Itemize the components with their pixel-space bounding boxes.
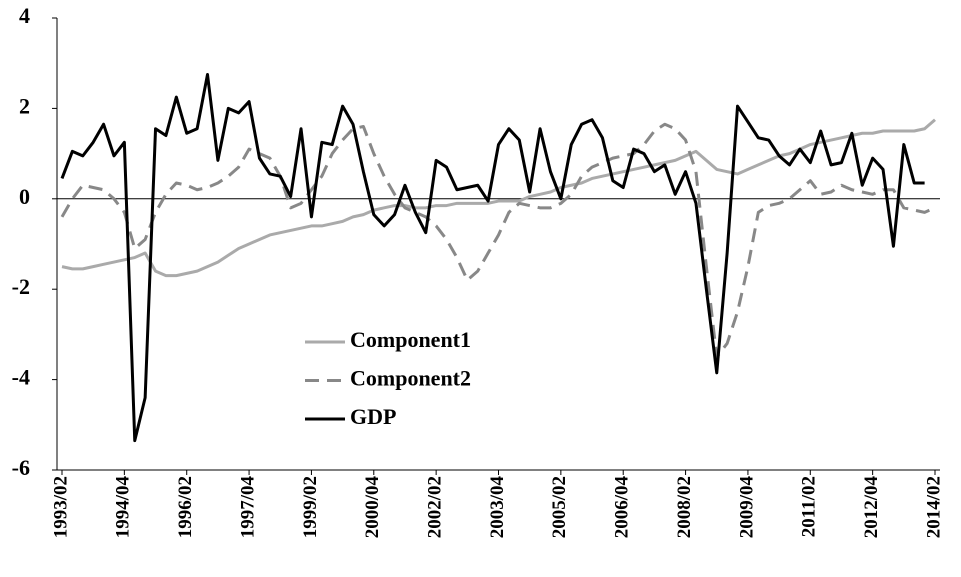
x-tick-label: 2014/02 (923, 476, 944, 538)
y-tick-label: -6 (12, 455, 30, 480)
x-tick-label: 1999/02 (300, 476, 321, 538)
x-tick-label: 1993/02 (50, 476, 71, 538)
y-tick-label: 0 (19, 184, 30, 209)
line-series (61, 118, 936, 278)
line-series (60, 73, 925, 443)
legend-label: Component2 (350, 366, 471, 391)
x-tick-label: 2006/04 (612, 476, 633, 539)
x-tick-label: 2000/04 (362, 476, 383, 539)
x-tick-label: 1996/02 (175, 476, 196, 538)
x-tick-label: 2008/02 (674, 476, 695, 538)
x-tick-label: 2012/04 (861, 476, 882, 539)
legend-label: Component1 (350, 327, 471, 352)
x-tick-label: 2003/04 (487, 476, 508, 539)
x-tick-label: 2002/02 (425, 476, 446, 538)
y-tick-label: 2 (19, 93, 30, 118)
y-tick-label: -2 (12, 274, 30, 299)
x-tick-label: 1997/04 (237, 476, 258, 539)
line-series (60, 122, 936, 359)
x-tick-label: 2005/02 (549, 476, 570, 538)
x-tick-label: 2011/02 (799, 476, 820, 537)
y-tick-label: -4 (12, 365, 30, 390)
x-tick-label: 2009/04 (736, 476, 757, 539)
x-tick-label: 1994/04 (113, 476, 134, 539)
y-tick-label: 4 (19, 3, 30, 28)
legend-label: GDP (350, 404, 396, 429)
